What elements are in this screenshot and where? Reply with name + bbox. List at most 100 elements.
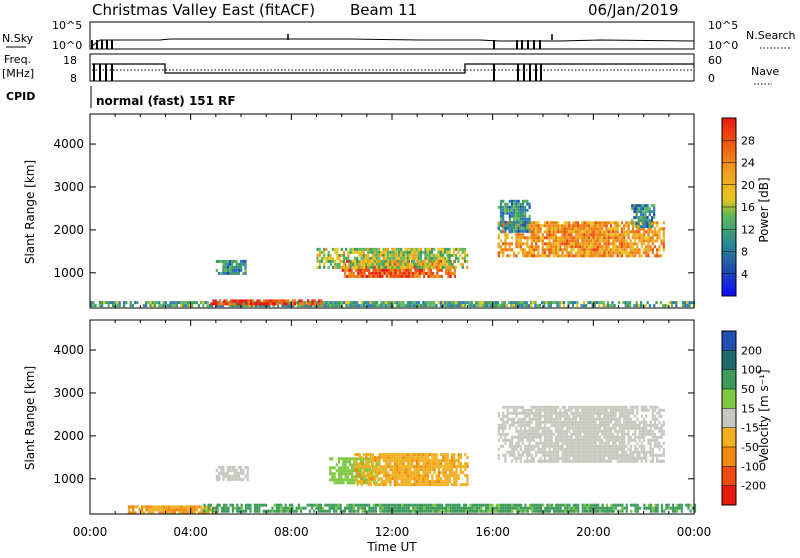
power-cell bbox=[537, 251, 540, 255]
velocity-cell bbox=[363, 453, 366, 457]
velocity-cell bbox=[363, 480, 366, 484]
velocity-cell bbox=[652, 509, 655, 513]
velocity-cell bbox=[623, 408, 626, 412]
velocity-cell bbox=[258, 503, 261, 507]
velocity-cell bbox=[631, 420, 635, 424]
velocity-cell bbox=[651, 438, 654, 442]
velocity-cell bbox=[413, 453, 416, 457]
power-cell bbox=[642, 216, 645, 220]
velocity-cell bbox=[653, 441, 657, 445]
power-cell bbox=[524, 226, 527, 230]
velocity-cell bbox=[519, 417, 522, 421]
velocity-cell bbox=[380, 480, 383, 484]
velocity-cell bbox=[574, 456, 577, 460]
velocity-cell bbox=[147, 508, 150, 512]
velocity-cell bbox=[249, 506, 252, 510]
power-cell bbox=[235, 271, 238, 275]
power-cell bbox=[510, 226, 514, 230]
velocity-cell bbox=[400, 456, 403, 460]
power-cell bbox=[169, 304, 172, 308]
velocity-cell bbox=[618, 456, 621, 460]
velocity-cell bbox=[572, 447, 575, 451]
velocity-cell bbox=[435, 456, 438, 460]
velocity-cell bbox=[364, 478, 367, 482]
velocity-cell bbox=[572, 503, 575, 507]
power-cell bbox=[457, 250, 460, 254]
velocity-cell bbox=[528, 459, 531, 463]
velocity-cell bbox=[437, 468, 440, 472]
power-cell bbox=[656, 230, 659, 234]
velocity-cell bbox=[568, 456, 571, 460]
velocity-cell bbox=[440, 477, 443, 481]
power-cell bbox=[422, 250, 425, 254]
power-cell bbox=[98, 301, 101, 305]
power-cell bbox=[653, 216, 656, 220]
velocity-cell bbox=[350, 509, 353, 513]
power-cell bbox=[519, 304, 522, 308]
power-cell bbox=[539, 224, 542, 228]
velocity-cell bbox=[319, 506, 322, 510]
velocity-cell bbox=[151, 508, 155, 512]
velocity-cell bbox=[559, 411, 562, 415]
velocity-cell bbox=[618, 408, 621, 412]
power-cell bbox=[359, 271, 362, 275]
velocity-cell bbox=[510, 405, 514, 409]
velocity-cell bbox=[607, 426, 610, 430]
velocity-cell bbox=[127, 505, 130, 509]
velocity-cell bbox=[642, 408, 646, 412]
power-cell bbox=[515, 242, 518, 246]
velocity-cell bbox=[526, 453, 529, 457]
velocity-cell bbox=[693, 509, 697, 513]
velocity-cell bbox=[422, 471, 425, 475]
velocity-cell bbox=[634, 444, 637, 448]
velocity-cell bbox=[348, 460, 352, 464]
velocity-cell bbox=[618, 429, 621, 433]
velocity-cell bbox=[360, 477, 363, 481]
power-cell bbox=[609, 242, 613, 246]
velocity-cell bbox=[524, 432, 527, 436]
velocity-cell bbox=[568, 450, 571, 454]
velocity-cell bbox=[543, 444, 547, 448]
power-cell bbox=[378, 265, 381, 269]
power-cell bbox=[508, 208, 511, 212]
power-cell bbox=[653, 221, 657, 225]
power-cell bbox=[182, 304, 185, 308]
velocity-cell bbox=[407, 477, 410, 481]
velocity-cell bbox=[435, 465, 438, 469]
velocity-cell bbox=[618, 420, 621, 424]
velocity-cell bbox=[601, 423, 604, 427]
velocity-cell bbox=[342, 481, 345, 485]
velocity-cell bbox=[594, 459, 597, 463]
velocity-cell bbox=[554, 408, 558, 412]
power-cell bbox=[590, 242, 593, 246]
velocity-cell bbox=[308, 509, 311, 513]
velocity-cell bbox=[598, 444, 602, 448]
power-cell bbox=[519, 214, 522, 218]
power-cell bbox=[446, 253, 449, 257]
power-cell bbox=[543, 248, 547, 252]
power-cell bbox=[338, 301, 341, 305]
velocity-cell bbox=[425, 506, 428, 510]
power-cell bbox=[596, 227, 599, 231]
velocity-cell bbox=[513, 444, 516, 448]
power-cell bbox=[497, 301, 500, 305]
power-cell bbox=[497, 221, 500, 225]
power-cell bbox=[276, 302, 279, 306]
velocity-cell bbox=[618, 414, 621, 418]
velocity-cell bbox=[552, 441, 555, 445]
power-cell bbox=[686, 304, 689, 308]
power-cell bbox=[572, 236, 575, 240]
velocity-cell bbox=[658, 429, 661, 433]
velocity-cell bbox=[601, 429, 604, 433]
power-cell bbox=[515, 254, 518, 258]
power-cell bbox=[609, 254, 613, 258]
power-cell bbox=[280, 302, 283, 306]
power-cell bbox=[442, 304, 445, 308]
velocity-cell bbox=[629, 408, 632, 412]
power-cell bbox=[348, 274, 351, 278]
velocity-cell bbox=[365, 456, 368, 460]
power-cell bbox=[408, 253, 412, 257]
power-cell bbox=[515, 239, 518, 243]
power-cell bbox=[408, 265, 412, 269]
